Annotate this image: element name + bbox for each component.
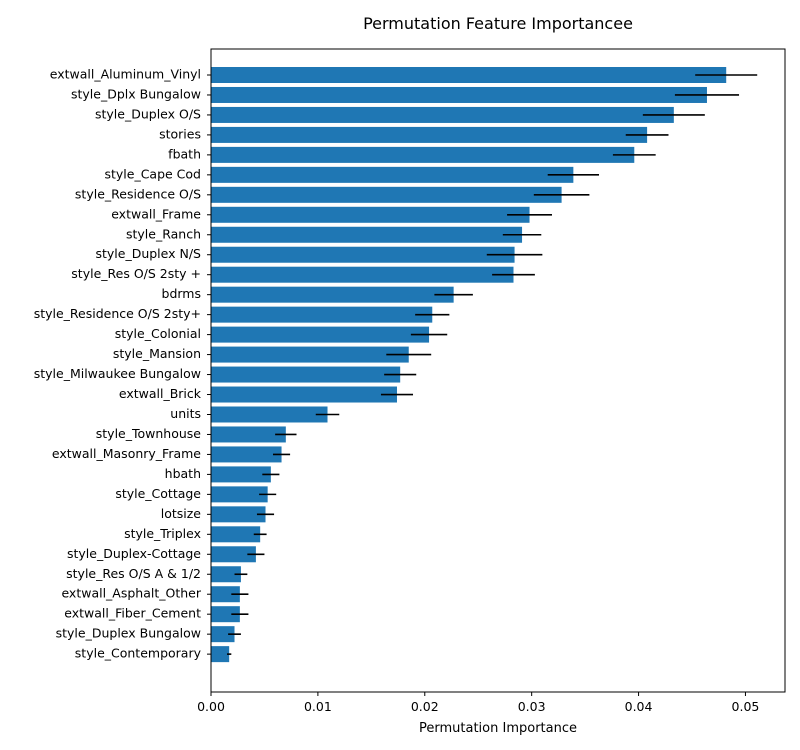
y-tick-label: extwall_Masonry_Frame <box>52 446 201 461</box>
y-tick-label: hbath <box>165 466 201 481</box>
bar <box>211 306 433 323</box>
y-tick-label: style_Duplex-Cottage <box>67 546 201 561</box>
plot-frame <box>210 48 786 693</box>
x-axis: 0.00 0.01 0.02 0.03 0.04 0.05 <box>197 692 759 714</box>
bar <box>211 166 574 183</box>
y-tick-label: units <box>170 406 201 421</box>
y-tick-label: stories <box>159 126 201 141</box>
x-tick-label: 0.05 <box>732 699 760 714</box>
bar <box>211 106 674 123</box>
x-tick-label: 0.00 <box>197 699 225 714</box>
bar <box>211 146 635 163</box>
chart-title: Permutation Feature Importancee <box>363 14 633 33</box>
y-tick-label: style_Ranch <box>126 226 201 241</box>
y-tick-label: style_Residence O/S <box>75 186 201 201</box>
bar <box>211 126 648 143</box>
bar <box>211 286 454 303</box>
bar <box>211 566 241 583</box>
y-tick-label: style_Duplex O/S <box>95 106 201 121</box>
x-tick-label: 0.04 <box>625 699 653 714</box>
bar <box>211 526 261 543</box>
bar <box>211 506 266 523</box>
bars-layer <box>211 67 727 663</box>
y-tick-label: style_Townhouse <box>96 426 202 441</box>
y-tick-label: extwall_Brick <box>119 386 202 401</box>
bar <box>211 206 530 223</box>
y-tick-label: lotsize <box>161 506 202 521</box>
error-bars-layer <box>227 74 758 655</box>
bar <box>211 386 397 403</box>
bar <box>211 606 240 623</box>
bar <box>211 266 514 283</box>
bar <box>211 246 515 263</box>
bar <box>211 546 256 563</box>
y-tick-label: style_Res O/S A & 1/2 <box>66 566 201 581</box>
y-tick-label: extwall_Fiber_Cement <box>64 606 201 621</box>
x-tick-label: 0.02 <box>411 699 439 714</box>
y-tick-label: style_Residence O/S 2sty+ <box>34 306 201 321</box>
bar <box>211 486 268 503</box>
y-tick-label: style_Mansion <box>113 346 201 361</box>
bar <box>211 426 286 443</box>
x-tick-label: 0.01 <box>304 699 332 714</box>
bar <box>211 646 230 663</box>
y-tick-label: extwall_Asphalt_Other <box>61 586 201 601</box>
bar <box>211 186 562 203</box>
bar <box>211 86 707 103</box>
bar <box>211 586 240 603</box>
y-axis: extwall_Aluminum_Vinyl style_Dplx Bungalo… <box>34 67 211 661</box>
y-tick-label: fbath <box>168 146 201 161</box>
bar <box>211 226 523 243</box>
bar <box>211 446 282 463</box>
y-tick-label: style_Cape Cod <box>104 166 201 181</box>
bar <box>211 366 401 383</box>
bar <box>211 626 235 643</box>
bar <box>211 326 430 343</box>
y-tick-label: bdrms <box>162 286 201 301</box>
y-tick-label: style_Duplex Bungalow <box>56 626 201 641</box>
y-tick-label: extwall_Aluminum_Vinyl <box>50 67 201 82</box>
x-tick-label: 0.03 <box>518 699 546 714</box>
y-tick-label: style_Duplex N/S <box>95 246 201 261</box>
bar <box>211 67 727 83</box>
y-tick-label: style_Colonial <box>115 326 201 341</box>
bar <box>211 406 328 423</box>
y-tick-label: style_Contemporary <box>75 646 202 661</box>
y-tick-label: style_Cottage <box>115 486 201 501</box>
y-tick-label: style_Triplex <box>124 526 201 541</box>
y-tick-label: style_Res O/S 2sty + <box>71 266 201 281</box>
y-tick-label: style_Dplx Bungalow <box>71 86 201 101</box>
bar <box>211 346 409 363</box>
y-tick-label: style_Milwaukee Bungalow <box>34 366 201 381</box>
y-tick-label: extwall_Frame <box>111 206 201 221</box>
bar <box>211 466 271 483</box>
x-axis-label: Permutation Importance <box>419 721 577 736</box>
